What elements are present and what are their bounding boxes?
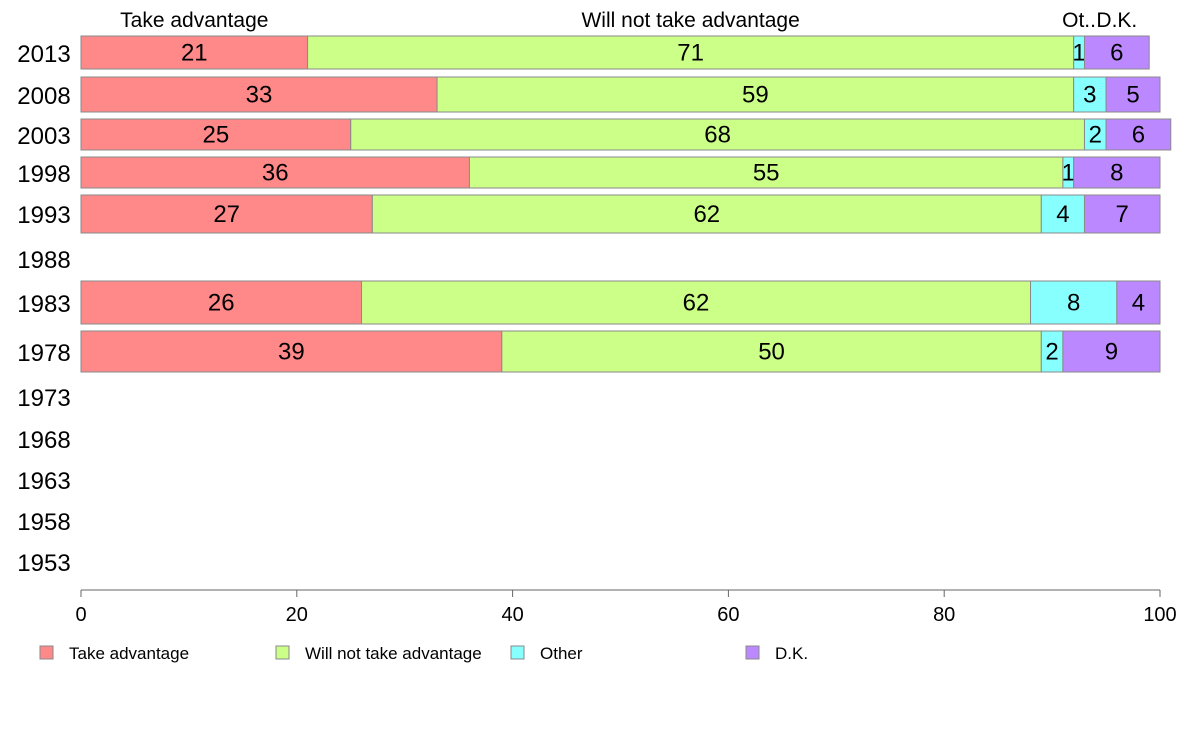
data-label-will-not-take-advantage-2008: 59 [742, 82, 769, 109]
data-label-d-k-1983: 4 [1132, 290, 1145, 317]
y-label-2008: 2008 [17, 83, 70, 110]
bar-take-advantage-2013 [80, 35, 309, 70]
data-label-take-advantage-2013: 21 [181, 40, 208, 67]
bar-d-k-2003 [1105, 118, 1172, 151]
data-label-will-not-take-advantage-1998: 55 [753, 160, 780, 187]
data-label-d-k-2008: 5 [1126, 82, 1139, 109]
x-tick-label-60: 60 [717, 604, 739, 626]
column-header-will-not-take-advantage: Will not take advantage [581, 9, 799, 32]
legend-label-take-advantage: Take advantage [69, 644, 189, 663]
data-label-will-not-take-advantage-1978: 50 [758, 339, 785, 366]
legend: Take advantage Will not take advantage Oth… [39, 644, 808, 663]
x-tick-label-80: 80 [933, 604, 955, 626]
legend-label-will-not-take-advantage: Will not take advantage [305, 644, 482, 663]
data-label-will-not-take-advantage-1983: 62 [683, 290, 710, 317]
y-label-1958: 1958 [17, 509, 70, 536]
y-label-1963: 1963 [17, 468, 70, 495]
data-label-will-not-take-advantage-2003: 68 [704, 122, 731, 149]
legend-swatch-other [510, 645, 525, 660]
bar-d-k-1978 [1062, 330, 1161, 373]
column-headers: Take advantage Will not take advantage Ot.… [120, 9, 1137, 32]
data-label-take-advantage-2003: 25 [203, 122, 230, 149]
data-label-other-1983: 8 [1067, 290, 1080, 317]
data-label-other-2003: 2 [1089, 122, 1102, 149]
bar-will-not-take-advantage-1983 [361, 280, 1032, 325]
bar-take-advantage-1993 [80, 194, 373, 234]
legend-label-other: Other [540, 644, 583, 663]
y-label-1978: 1978 [17, 340, 70, 367]
legend-swatch-will-not-take-advantage [275, 645, 290, 660]
x-tick-label-100: 100 [1143, 604, 1176, 626]
y-label-1983: 1983 [17, 291, 70, 318]
bar-will-not-take-advantage-2013 [307, 35, 1075, 70]
x-tick-label-40: 40 [501, 604, 523, 626]
data-label-other-1993: 4 [1056, 201, 1069, 228]
y-label-1973: 1973 [17, 385, 70, 412]
bar-d-k-1998 [1073, 156, 1161, 189]
data-label-take-advantage-1993: 27 [213, 201, 240, 228]
y-label-1953: 1953 [17, 550, 70, 577]
y-label-1993: 1993 [17, 202, 70, 229]
bar-d-k-2008 [1105, 76, 1161, 113]
bar-will-not-take-advantage-1993 [371, 194, 1042, 234]
bar-d-k-2013 [1083, 35, 1150, 70]
bar-other-1983 [1030, 280, 1118, 325]
column-header-other: Ot.. [1062, 9, 1096, 32]
y-label-2003: 2003 [17, 123, 70, 150]
bar-take-advantage-1998 [80, 156, 470, 189]
legend-swatch-take-advantage [39, 645, 54, 660]
data-label-d-k-1993: 7 [1116, 201, 1129, 228]
bar-will-not-take-advantage-2008 [436, 76, 1075, 113]
x-tick-label-0: 0 [75, 604, 86, 626]
data-label-take-advantage-2008: 33 [246, 82, 273, 109]
data-label-d-k-2003: 6 [1132, 122, 1145, 149]
data-label-other-1978: 2 [1045, 339, 1058, 366]
data-label-d-k-2013: 6 [1110, 40, 1123, 67]
bar-d-k-1983 [1116, 280, 1161, 325]
data-label-other-1998: 1 [1062, 160, 1075, 187]
data-label-take-advantage-1998: 36 [262, 160, 289, 187]
column-header-d-k: D.K. [1096, 9, 1137, 32]
y-label-1968: 1968 [17, 427, 70, 454]
y-label-2013: 2013 [17, 41, 70, 68]
data-label-take-advantage-1978: 39 [278, 339, 305, 366]
y-axis-labels: 2013 2008 2003 1998 1993 1988 1983 1978 1973 1968… [17, 41, 70, 577]
y-label-1988: 1988 [17, 247, 70, 274]
legend-label-d-k: D.K. [775, 644, 808, 663]
y-label-1998: 1998 [17, 161, 70, 188]
data-label-other-2013: 1 [1072, 40, 1085, 67]
column-header-take-advantage: Take advantage [120, 9, 268, 32]
data-label-other-2008: 3 [1083, 82, 1096, 109]
legend-swatch-d-k [745, 645, 760, 660]
bar-other-1993 [1040, 194, 1085, 234]
bars: 21 71 1 633 59 3 525 68 2 636 55 1 827 62 4 726 62 8 439 50… [80, 35, 1172, 373]
bar-will-not-take-advantage-1978 [501, 330, 1042, 373]
bar-will-not-take-advantage-2003 [350, 118, 1085, 151]
x-tick-label-20: 20 [286, 604, 308, 626]
data-label-take-advantage-1983: 26 [208, 290, 235, 317]
bar-take-advantage-1978 [80, 330, 503, 373]
bar-take-advantage-2003 [80, 118, 352, 151]
data-label-d-k-1998: 8 [1110, 160, 1123, 187]
data-label-will-not-take-advantage-1993: 62 [693, 201, 720, 228]
x-axis: 0 20 40 60 80 100 [75, 589, 1177, 626]
bar-will-not-take-advantage-1998 [468, 156, 1064, 189]
data-label-d-k-1978: 9 [1105, 339, 1118, 366]
data-label-will-not-take-advantage-2013: 71 [677, 40, 704, 67]
bar-d-k-1993 [1083, 194, 1161, 234]
bar-other-2008 [1073, 76, 1107, 113]
